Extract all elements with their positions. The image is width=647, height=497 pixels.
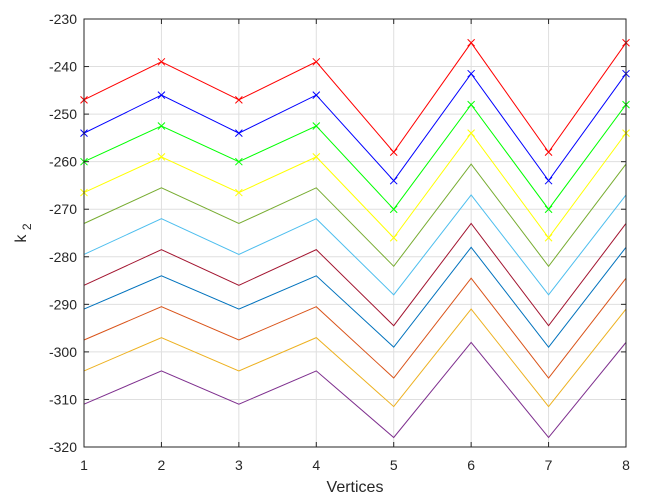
data-point-marker [235, 129, 243, 137]
x-tick-label: 7 [545, 457, 553, 473]
series-line [83, 277, 627, 379]
y-tick-label: -270 [49, 201, 77, 217]
series-10 [83, 308, 627, 408]
series-line [83, 222, 627, 327]
series-line [83, 72, 627, 182]
data-point-marker [389, 148, 398, 157]
x-tick-label: 5 [390, 457, 398, 473]
series-8 [83, 246, 627, 348]
y-tick-label: -280 [49, 249, 77, 265]
data-point-marker [235, 188, 243, 197]
data-point-marker [157, 153, 166, 161]
x-tick-label: 8 [622, 457, 630, 473]
data-point-marker [235, 95, 243, 104]
data-point-marker [389, 205, 398, 214]
data-point-marker [389, 233, 398, 242]
series-1 [80, 38, 630, 157]
series-line [83, 41, 627, 154]
axis-ticks: 1 2 3 4 5 6 7 8 -230 -240 -250 -260 -270 -280 -290 -300… [49, 11, 630, 473]
series-line [83, 194, 627, 296]
series-2 [80, 69, 630, 185]
y-tick-label: -240 [49, 59, 77, 75]
series-7 [83, 222, 627, 327]
series-line [83, 341, 627, 439]
data-point-marker [467, 38, 475, 47]
data-point-marker [467, 100, 475, 109]
data-point-marker [312, 91, 321, 99]
data-point-marker [157, 91, 166, 99]
x-tick-label: 4 [312, 457, 320, 473]
series-line [83, 103, 627, 211]
data-point-marker [467, 129, 475, 137]
series-11 [83, 341, 627, 439]
y-tick-label: -300 [49, 344, 77, 360]
y-tick-label: -230 [49, 11, 77, 27]
series-5 [83, 163, 627, 268]
y-axis-title-subscript: 2 [20, 223, 34, 230]
y-tick-label: -320 [49, 439, 77, 455]
y-tick-label: -260 [49, 154, 77, 170]
x-axis-title: Vertices [327, 479, 384, 496]
x-tick-label: 2 [158, 457, 166, 473]
y-axis-title: k 2 [13, 223, 34, 242]
data-point-marker [544, 205, 553, 214]
data-point-marker [312, 57, 321, 66]
series-3 [80, 100, 630, 214]
series-layer [80, 38, 630, 439]
series-line [83, 246, 627, 348]
y-tick-label: -310 [49, 391, 77, 407]
series-9 [83, 277, 627, 379]
data-point-marker [544, 148, 553, 157]
data-point-marker [157, 57, 166, 66]
series-6 [83, 194, 627, 296]
plot-area-frame [83, 18, 627, 448]
data-point-marker [389, 176, 398, 185]
y-tick-label: -250 [49, 106, 77, 122]
y-axis-title-main: k [13, 234, 30, 243]
data-point-marker [544, 233, 553, 242]
x-tick-label: 3 [235, 457, 243, 473]
x-tick-label: 1 [80, 457, 88, 473]
data-point-marker [312, 153, 321, 161]
data-point-marker [157, 122, 166, 130]
data-point-marker [235, 157, 243, 166]
series-line [83, 308, 627, 408]
data-point-marker [544, 176, 553, 185]
series-line [83, 132, 627, 239]
data-point-marker [467, 69, 475, 78]
x-tick-label: 6 [467, 457, 475, 473]
y-tick-label: -290 [49, 296, 77, 312]
data-point-marker [312, 122, 321, 130]
series-line [83, 163, 627, 268]
